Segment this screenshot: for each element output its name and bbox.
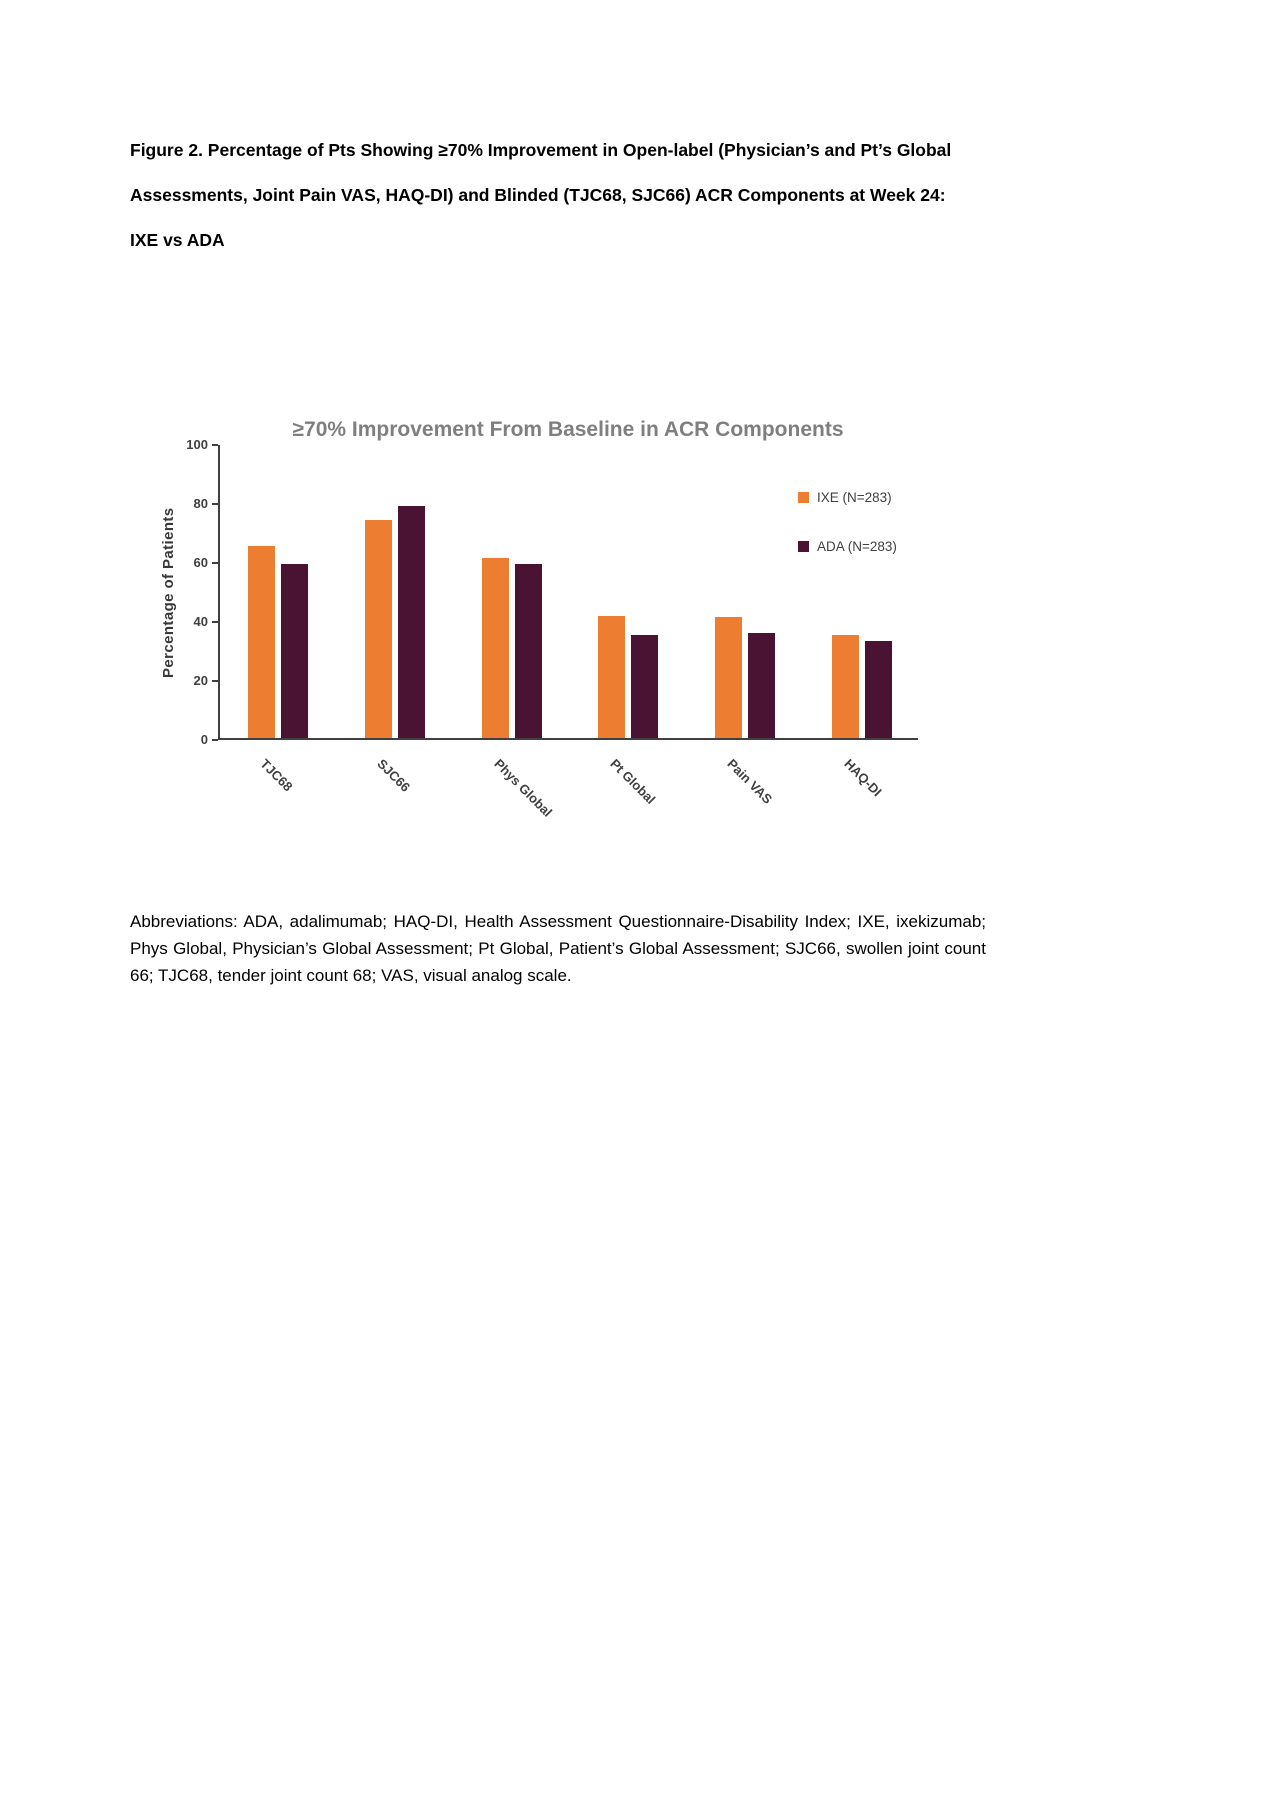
figure-caption-line: Assessments, Joint Pain VAS, HAQ-DI) and… — [130, 185, 946, 205]
y-tick-mark — [212, 621, 218, 623]
y-tick-label: 20 — [193, 673, 208, 688]
bar-ada-phys-global — [514, 563, 542, 738]
legend-label: IXE (N=283) — [817, 490, 892, 505]
plot-area — [218, 445, 918, 740]
bar-ada-haq-di — [864, 640, 892, 738]
y-tick-label: 100 — [186, 437, 208, 452]
bar-ixe-pt-global — [598, 615, 626, 738]
legend-label: ADA (N=283) — [817, 539, 897, 554]
bar-ada-sjc66 — [398, 506, 425, 738]
y-tick-label: 60 — [193, 555, 208, 570]
bar-ada-tjc68 — [281, 563, 309, 738]
bar-ixe-haq-di — [831, 634, 859, 738]
y-axis-ticks: 0 20 40 60 80 100 — [150, 418, 208, 863]
x-axis-labels: TJC68 SJC66 Phys Global Pt Global Pain VAS HA… — [218, 752, 918, 852]
bar-ixe-pain-vas — [715, 617, 742, 738]
acr-improvement-chart: ≥70% Improvement From Baseline in ACR Co… — [150, 418, 970, 863]
bar-ixe-phys-global — [481, 558, 509, 738]
x-tick-label: TJC68 — [257, 756, 296, 795]
x-tick-label: Pt Global — [607, 756, 659, 807]
x-tick-label: Phys Global — [491, 756, 555, 820]
chart-legend: IXE (N=283) ADA (N=283) — [798, 490, 897, 588]
x-tick-label: SJC66 — [374, 756, 414, 795]
bar-ada-pt-global — [631, 634, 659, 738]
y-tick-mark — [212, 503, 218, 505]
legend-swatch — [798, 541, 809, 552]
y-tick-mark — [212, 444, 218, 446]
figure-caption: Figure 2. Percentage of Pts Showing ≥70%… — [130, 128, 1030, 263]
legend-item: IXE (N=283) — [798, 490, 897, 505]
figure-caption-line: IXE vs ADA — [130, 230, 225, 250]
y-tick-mark — [212, 562, 218, 564]
y-tick-mark — [212, 680, 218, 682]
bar-ada-pain-vas — [748, 633, 775, 738]
bar-ixe-sjc66 — [365, 519, 392, 738]
legend-item: ADA (N=283) — [798, 539, 897, 554]
y-tick-label: 80 — [193, 496, 208, 511]
chart-title: ≥70% Improvement From Baseline in ACR Co… — [292, 418, 844, 441]
y-tick-label: 40 — [193, 614, 208, 629]
y-tick-mark — [212, 739, 218, 741]
figure-caption-line: Figure 2. Percentage of Pts Showing ≥70%… — [130, 140, 952, 160]
x-tick-label: HAQ-DI — [841, 756, 885, 800]
abbreviations-text: Abbreviations: ADA, adalimumab; HAQ-DI, … — [130, 912, 986, 985]
legend-swatch — [798, 492, 809, 503]
x-tick-label: Pain VAS — [724, 756, 776, 807]
bar-ixe-tjc68 — [248, 546, 276, 738]
y-tick-label: 0 — [200, 732, 208, 747]
